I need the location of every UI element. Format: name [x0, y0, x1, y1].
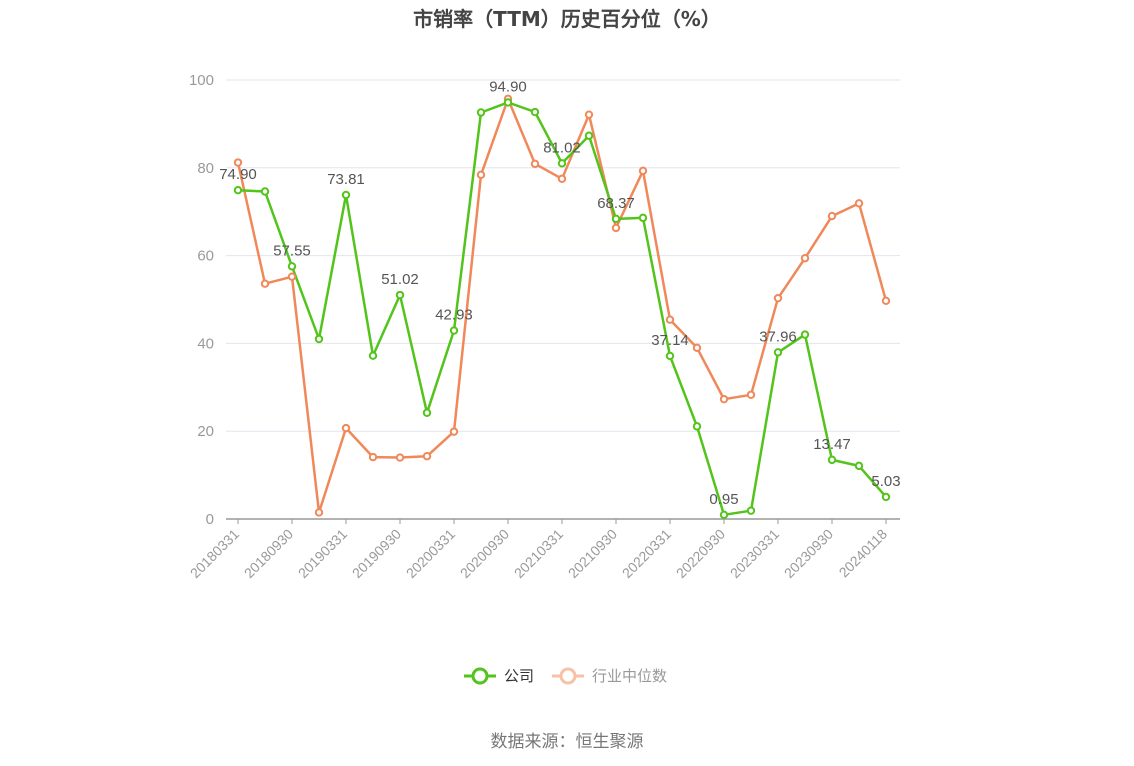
data-label: 73.81 [327, 171, 365, 188]
data-point[interactable] [287, 272, 297, 281]
x-tick-label: 20180930 [241, 526, 297, 582]
x-tick-label: 20230930 [781, 526, 837, 582]
data-label: 57.55 [273, 242, 311, 259]
data-point[interactable] [233, 158, 243, 167]
data-label: 13.47 [813, 436, 851, 453]
data-point[interactable] [665, 351, 675, 361]
data-label: 5.03 [871, 473, 900, 490]
legend-item-industry-median[interactable]: 行业中位数 [552, 667, 667, 685]
x-tick-label: 20240118 [835, 526, 890, 581]
data-point[interactable] [557, 159, 567, 168]
data-label: 74.90 [219, 166, 257, 183]
data-point[interactable] [638, 213, 648, 223]
y-tick-label: 60 [197, 248, 214, 265]
data-point[interactable] [773, 293, 783, 303]
data-point[interactable] [368, 452, 378, 462]
data-point[interactable] [341, 423, 351, 433]
data-point[interactable] [584, 110, 594, 119]
data-point[interactable] [368, 351, 378, 360]
chart-title: 市销率（TTM）历史百分位（%） [413, 7, 721, 31]
data-point[interactable] [800, 254, 810, 263]
data-point[interactable] [476, 108, 486, 117]
x-tick-label: 20180331 [187, 526, 243, 582]
x-tick-label: 20210331 [511, 526, 567, 582]
x-tick-label: 20190331 [295, 526, 351, 582]
data-point[interactable] [395, 290, 405, 300]
data-label: 51.02 [381, 271, 419, 288]
data-point[interactable] [314, 508, 324, 517]
data-point[interactable] [827, 455, 837, 465]
data-label: 37.14 [651, 332, 689, 349]
data-point[interactable] [665, 315, 675, 324]
grid [226, 79, 900, 432]
data-point[interactable] [287, 262, 297, 271]
data-point[interactable] [476, 170, 486, 180]
data-label: 37.96 [759, 328, 797, 345]
x-tick-label: 20190930 [349, 526, 405, 582]
data-point[interactable] [881, 492, 891, 502]
data-point[interactable] [260, 279, 270, 288]
data-point[interactable] [827, 211, 837, 221]
data-label: 42.93 [435, 307, 473, 324]
data-point[interactable] [557, 174, 567, 183]
y-axis: 0 20 40 60 80 100 [189, 72, 214, 528]
data-point[interactable] [692, 422, 702, 431]
y-tick-label: 40 [197, 335, 214, 352]
legend-marker-industry-median [559, 667, 577, 685]
data-point[interactable] [746, 506, 756, 515]
data-point[interactable] [719, 510, 729, 520]
data-point[interactable] [584, 131, 594, 140]
data-point[interactable] [719, 394, 729, 404]
data-point[interactable] [422, 452, 432, 461]
x-tick-label: 20230331 [727, 526, 783, 582]
x-tick-label: 20210930 [565, 526, 621, 582]
data-point[interactable] [530, 107, 540, 117]
data-point[interactable] [611, 214, 621, 224]
data-point[interactable] [746, 390, 756, 399]
data-point[interactable] [638, 166, 648, 176]
series-points [233, 94, 891, 520]
data-point[interactable] [314, 334, 324, 344]
legend-label-company: 公司 [504, 667, 534, 685]
legend-label-industry-median: 行业中位数 [592, 667, 667, 685]
x-tick-label: 20220930 [673, 526, 729, 582]
x-tick-label: 20220331 [619, 526, 675, 582]
data-point[interactable] [422, 408, 432, 417]
y-tick-label: 100 [189, 72, 214, 89]
data-point[interactable] [449, 326, 459, 335]
x-tick-label: 20200331 [403, 526, 459, 582]
data-point[interactable] [233, 185, 243, 195]
data-label: 0.95 [709, 491, 738, 508]
data-point[interactable] [800, 330, 810, 339]
x-tick-label: 20200930 [457, 526, 513, 582]
data-point[interactable] [449, 427, 459, 436]
data-point[interactable] [341, 190, 351, 200]
data-source: 数据来源：恒生聚源 [491, 732, 644, 752]
data-labels: 74.90 57.55 73.81 51.02 42.93 94.90 81.02 68.37… [219, 78, 900, 507]
y-tick-label: 0 [206, 511, 214, 528]
data-point[interactable] [503, 98, 513, 107]
data-point[interactable] [395, 453, 405, 462]
y-tick-label: 80 [197, 160, 214, 177]
data-point[interactable] [773, 348, 783, 357]
legend[interactable]: 公司 行业中位数 [464, 667, 667, 685]
data-point[interactable] [260, 187, 270, 196]
data-point[interactable] [854, 199, 864, 208]
legend-item-company[interactable]: 公司 [464, 667, 534, 685]
x-axis: 2018033120180930201903312019093020200331… [187, 518, 900, 582]
data-label: 81.02 [543, 139, 581, 156]
data-point[interactable] [854, 461, 864, 471]
data-label: 68.37 [597, 195, 635, 212]
data-label: 94.90 [489, 78, 527, 95]
data-point[interactable] [530, 159, 540, 169]
y-tick-label: 20 [197, 423, 214, 440]
data-point[interactable] [611, 223, 621, 233]
data-point[interactable] [881, 296, 891, 306]
data-point[interactable] [692, 343, 702, 352]
legend-marker-company [471, 667, 489, 685]
